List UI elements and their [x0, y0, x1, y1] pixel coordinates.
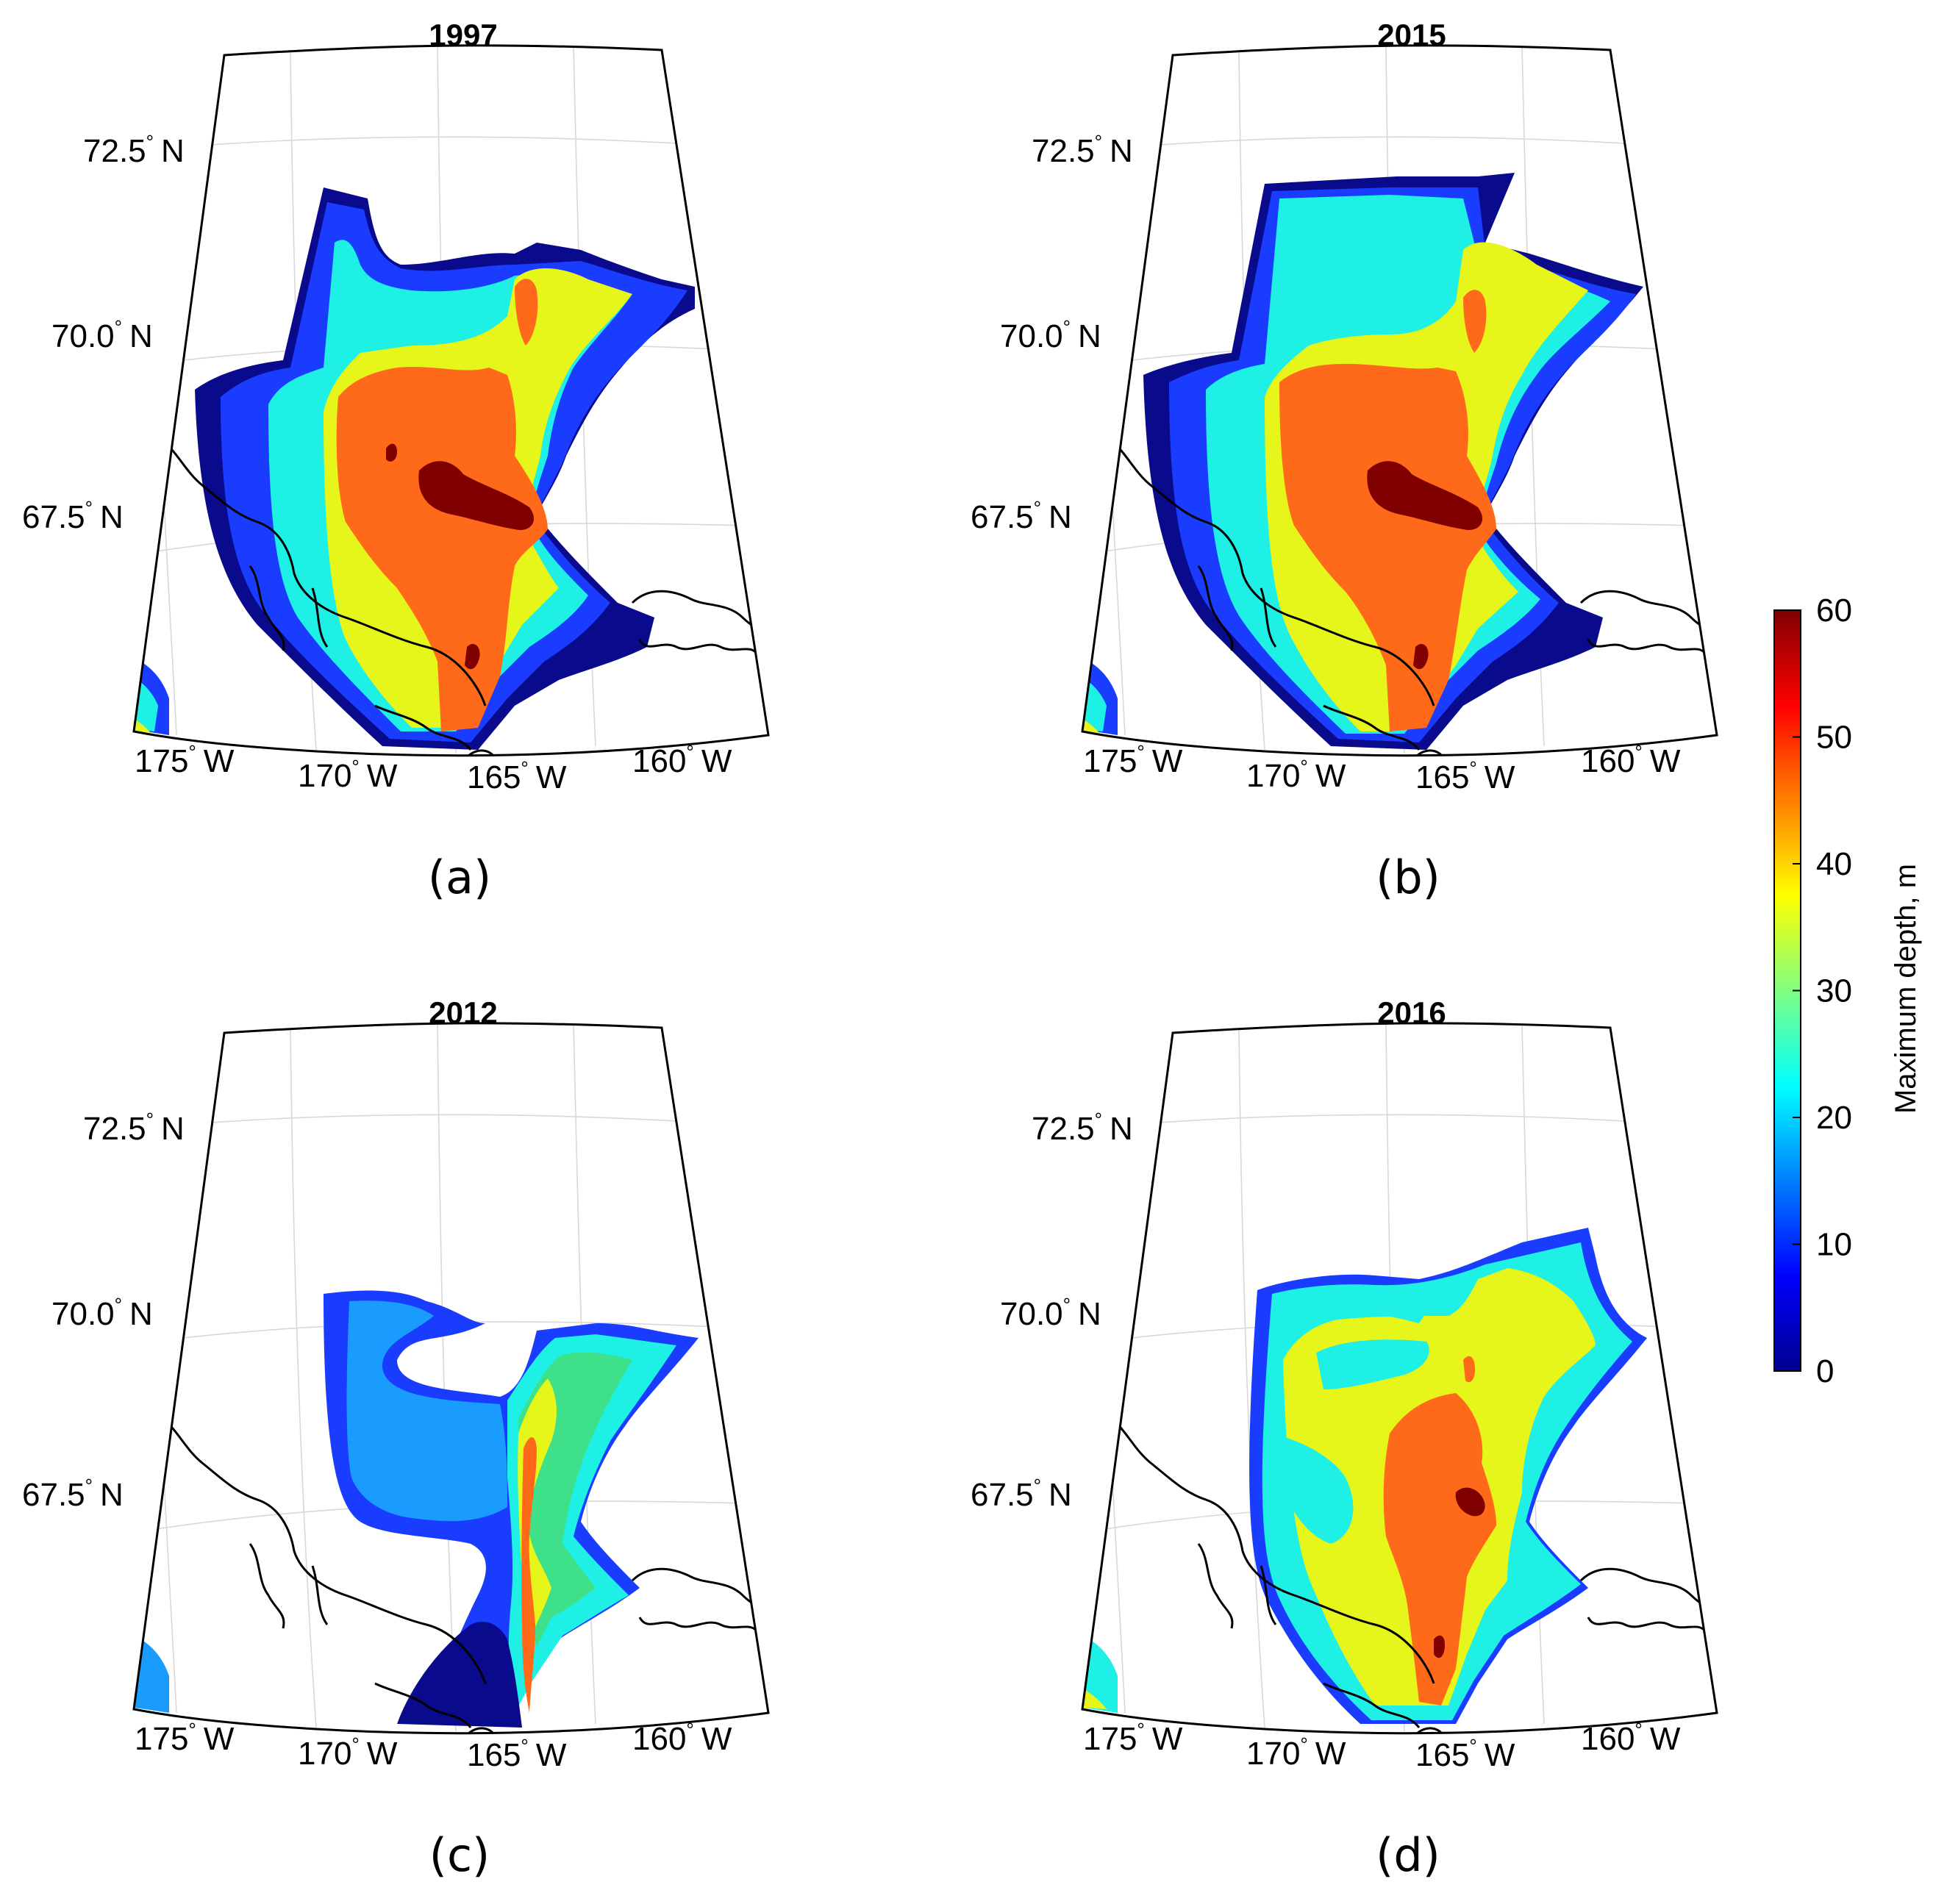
depth-zone — [386, 443, 397, 462]
longitude-label: 160° W — [1581, 1719, 1681, 1757]
latitude-label: 72.5° N — [83, 131, 185, 169]
map-area — [1082, 45, 1717, 756]
panel-caption: (b) — [1376, 851, 1440, 904]
latitude-label: 70.0° N — [1000, 316, 1101, 354]
latitude-label: 70.0° N — [51, 1294, 153, 1332]
depth-zone — [1331, 1285, 1434, 1323]
longitude-label: 160° W — [632, 741, 732, 779]
map-frame — [132, 44, 770, 757]
colorbar-tick-label: 30 — [1816, 973, 1852, 1009]
latitude-label: 70.0° N — [51, 316, 153, 354]
longitude-label: 160° W — [632, 1719, 732, 1757]
colorbar-tick-label: 10 — [1816, 1227, 1852, 1263]
longitude-label: 160° W — [1581, 741, 1681, 779]
graticule-line — [290, 1028, 317, 1728]
panel-caption: (d) — [1376, 1828, 1440, 1882]
colorbar: 60 50 40 30 20 10 0 Maximum depth, m — [1773, 593, 1922, 1389]
longitude-label: 165° W — [1415, 757, 1515, 795]
colorbar-tick-label: 50 — [1816, 720, 1852, 756]
longitude-label: 165° W — [467, 1735, 567, 1773]
map-area — [134, 1023, 768, 1733]
colorbar-tick-label: 60 — [1816, 593, 1852, 629]
longitude-label: 175° W — [135, 1719, 235, 1757]
latitude-label: 67.5° N — [22, 497, 124, 535]
longitude-label: 170° W — [298, 1733, 398, 1772]
panel-caption: (c) — [429, 1828, 490, 1882]
depth-zone — [1434, 1635, 1446, 1658]
depth-zone — [1463, 1356, 1476, 1383]
panel-caption: (a) — [428, 851, 491, 904]
longitude-label: 165° W — [1415, 1735, 1515, 1773]
longitude-label: 170° W — [1246, 756, 1346, 794]
map-area — [1082, 1023, 1717, 1733]
colorbar-tick-label: 20 — [1816, 1100, 1852, 1136]
depth-zone — [1316, 1339, 1429, 1389]
map-frame — [1081, 44, 1718, 757]
latitude-label: 72.5° N — [1032, 131, 1133, 169]
depth-zone — [346, 1300, 507, 1522]
depth-zone — [1455, 1487, 1485, 1517]
map-frame — [1081, 1022, 1718, 1735]
longitude-label: 175° W — [1083, 1719, 1183, 1757]
longitude-label: 170° W — [1246, 1733, 1346, 1772]
longitude-label: 165° W — [467, 757, 567, 795]
depth-zone — [521, 1437, 537, 1713]
longitude-label: 170° W — [298, 756, 398, 794]
depth-zone — [1383, 1393, 1496, 1706]
graticule-line — [1238, 1028, 1265, 1728]
map-frame — [132, 1022, 770, 1735]
colorbar-label: Maximum depth, m — [1890, 864, 1922, 1114]
depth-zone — [1272, 1434, 1354, 1544]
depth-zone — [1413, 643, 1429, 670]
depth-zone — [1367, 461, 1483, 530]
depth-zone — [1463, 290, 1487, 353]
graticule-line — [1521, 45, 1545, 747]
latitude-label: 70.0° N — [1000, 1294, 1101, 1332]
latitude-label: 72.5° N — [83, 1109, 185, 1147]
colorbar-tick-label: 40 — [1816, 846, 1852, 882]
longitude-label: 175° W — [1083, 741, 1183, 779]
latitude-label: 67.5° N — [971, 497, 1072, 535]
latitude-label: 72.5° N — [1032, 1109, 1133, 1147]
depth-zone — [1279, 364, 1496, 731]
longitude-label: 175° W — [135, 741, 235, 779]
latitude-label: 67.5° N — [971, 1475, 1072, 1513]
colorbar-ticks: 60 50 40 30 20 10 0 — [1793, 593, 1852, 1389]
map-area — [134, 45, 768, 756]
depth-zone — [465, 643, 480, 670]
graticule-line — [573, 45, 596, 747]
colorbar-tick-label: 0 — [1816, 1353, 1834, 1389]
depth-zone — [418, 461, 535, 530]
depth-zone — [397, 1622, 522, 1728]
latitude-label: 67.5° N — [22, 1475, 124, 1513]
depth-zone — [515, 279, 538, 346]
